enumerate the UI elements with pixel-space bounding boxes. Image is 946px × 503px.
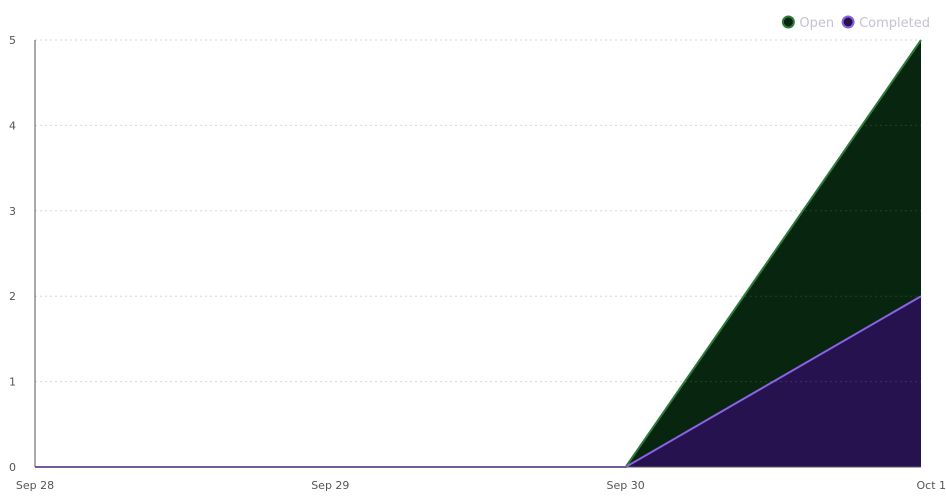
legend-label: Open xyxy=(799,16,834,31)
legend-marker xyxy=(841,15,855,29)
legend-label: Completed xyxy=(859,16,930,31)
y-tick-label: 2 xyxy=(9,290,16,303)
y-tick-label: 0 xyxy=(9,461,16,474)
series-area-completed xyxy=(35,296,921,467)
x-tick-label: Sep 30 xyxy=(607,479,645,492)
x-tick-label: Sep 29 xyxy=(311,479,349,492)
y-tick-label: 5 xyxy=(9,34,16,47)
x-tick-label: Sep 28 xyxy=(16,479,54,492)
legend: Completed Open xyxy=(781,15,930,31)
axes: 0 1 2 3 4 5 Sep 28 Sep 29 Sep 30 Oct 1 xyxy=(9,34,946,492)
y-tick-label: 1 xyxy=(9,376,16,389)
y-tick-label: 4 xyxy=(9,119,16,132)
series-areas xyxy=(35,39,922,468)
legend-marker xyxy=(781,15,795,29)
y-tick-label: 3 xyxy=(9,205,16,218)
x-tick-label: Oct 1 xyxy=(916,479,946,492)
